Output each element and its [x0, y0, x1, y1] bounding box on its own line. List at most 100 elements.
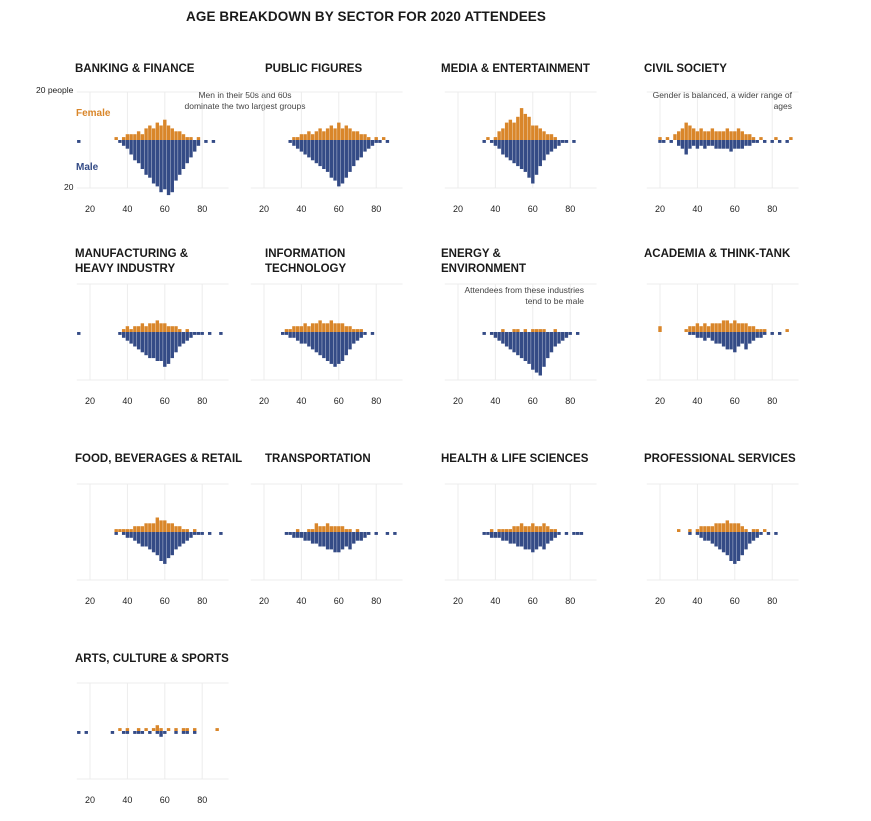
- male-bar: [314, 532, 319, 544]
- panel-title: HEALTH & LIFE SCIENCES: [441, 453, 589, 465]
- female-bar: [129, 134, 133, 140]
- female-bar: [121, 529, 126, 532]
- male-bar: [703, 532, 707, 541]
- female-bar: [677, 131, 681, 140]
- male-bar: [534, 140, 539, 175]
- male-bar: [718, 532, 722, 550]
- female-bar: [519, 523, 524, 532]
- male-bar: [770, 332, 774, 335]
- female-bar: [166, 125, 171, 140]
- male-bar: [110, 731, 115, 734]
- male-bar: [333, 332, 337, 367]
- x-tick-label: 40: [490, 204, 500, 214]
- male-bar: [299, 140, 304, 152]
- male-bar: [766, 532, 771, 535]
- x-tick-label: 60: [334, 396, 344, 406]
- female-bar: [721, 523, 726, 532]
- male-bar: [140, 140, 145, 169]
- male-bar: [367, 532, 371, 535]
- male-bar: [344, 532, 348, 547]
- male-bar: [755, 532, 759, 538]
- female-bar: [789, 137, 793, 140]
- female-bar: [736, 323, 741, 332]
- female-bar: [733, 320, 737, 332]
- male-bar: [284, 532, 289, 535]
- male-bar: [344, 332, 348, 356]
- scale-label-top: 20 people: [36, 85, 74, 95]
- male-bar: [133, 332, 137, 347]
- female-bar: [140, 526, 145, 532]
- female-bar: [118, 529, 122, 532]
- male-bar: [557, 532, 561, 535]
- male-bar: [370, 140, 375, 146]
- female-bar: [121, 137, 126, 140]
- female-bar: [381, 137, 386, 140]
- male-bar: [121, 532, 126, 535]
- female-bar: [355, 131, 360, 140]
- female-bar: [310, 323, 315, 332]
- male-bar: [531, 332, 535, 370]
- female-bar: [512, 122, 516, 140]
- male-bar: [207, 332, 212, 335]
- female-bar: [185, 329, 189, 332]
- female-bar: [193, 529, 197, 532]
- female-bar: [542, 523, 546, 532]
- female-bar: [129, 329, 133, 332]
- female-bar: [352, 329, 356, 332]
- male-bar: [148, 532, 152, 550]
- female-bar: [688, 326, 692, 332]
- female-bar: [721, 131, 726, 140]
- female-bar: [699, 128, 703, 140]
- female-bar: [125, 326, 130, 332]
- female-bar: [307, 326, 311, 332]
- male-bar: [531, 140, 535, 184]
- female-bar: [185, 137, 189, 140]
- male-bar: [729, 140, 733, 152]
- female-bar: [348, 529, 352, 532]
- female-bar: [318, 128, 322, 140]
- female-bar: [710, 323, 715, 332]
- male-bar: [744, 140, 748, 146]
- female-bar: [729, 523, 733, 532]
- female-bar: [118, 728, 122, 731]
- male-bar: [658, 140, 662, 143]
- male-bar: [125, 140, 130, 149]
- annotation-text: Gender is balanced, a wider range of: [653, 90, 793, 100]
- male-bar: [337, 140, 341, 187]
- male-bar: [151, 140, 156, 184]
- male-bar: [204, 140, 208, 143]
- female-bar: [189, 137, 193, 140]
- female-bar: [740, 131, 744, 140]
- female-bar: [486, 137, 490, 140]
- x-tick-label: 40: [122, 204, 132, 214]
- panel-8: FOOD, BEVERAGES & RETAIL 20 40 60 80: [75, 453, 242, 606]
- male-bar: [527, 140, 531, 178]
- panel-5: INFORMATION TECHNOLOGY 20 40 60 80: [250, 248, 403, 406]
- male-bar: [374, 140, 378, 143]
- female-bar: [553, 329, 557, 332]
- female-bar: [314, 323, 319, 332]
- female-bar: [542, 131, 546, 140]
- female-bar: [314, 131, 319, 140]
- male-bar: [295, 532, 300, 538]
- male-bar: [725, 532, 730, 556]
- female-bar: [744, 323, 748, 332]
- male-bar: [166, 532, 171, 559]
- female-bar: [725, 320, 730, 332]
- male-bar: [688, 140, 692, 149]
- female-bar: [729, 131, 733, 140]
- female-bar: [706, 526, 711, 532]
- male-bar: [189, 532, 193, 538]
- female-bar: [348, 326, 352, 332]
- male-bar: [740, 332, 744, 344]
- male-bar: [531, 532, 535, 553]
- annotation-text: tend to be male: [525, 296, 584, 306]
- male-bar: [482, 332, 486, 335]
- male-bar: [508, 140, 513, 161]
- male-bar: [736, 332, 741, 347]
- female-bar: [725, 520, 730, 532]
- male-bar: [318, 140, 322, 167]
- female-bar: [363, 134, 367, 140]
- male-bar: [516, 140, 520, 167]
- male-bar: [725, 332, 730, 350]
